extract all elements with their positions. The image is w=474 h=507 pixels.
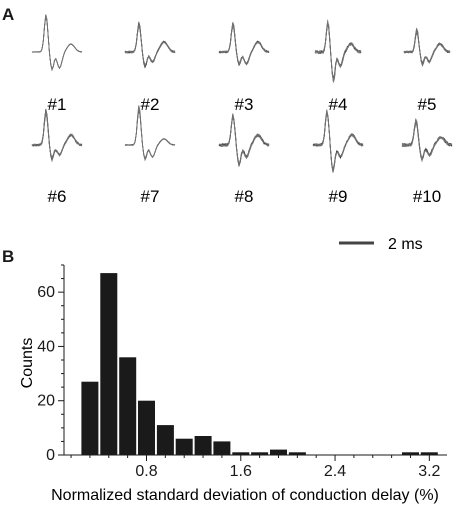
- y-tick-label: 40: [37, 338, 55, 355]
- waveform-labels: #1 #2 #3 #4 #5 #6 #7 #8 #9 #10: [48, 95, 442, 206]
- waveform-trace: [31, 15, 83, 71]
- waveform-trace: [218, 114, 270, 167]
- histogram-bar: [138, 400, 155, 455]
- waveform-trace: [401, 120, 453, 161]
- waveform-trace: [312, 110, 364, 173]
- waveform-label-10: #10: [413, 187, 441, 206]
- histogram-bar: [213, 441, 231, 455]
- waveform-trace: [312, 110, 364, 173]
- waveform-trace: [314, 22, 362, 82]
- histogram-bar: [100, 273, 118, 455]
- histogram-bar: [420, 452, 438, 455]
- waveform-trace: [218, 22, 270, 66]
- y-axis-label: Counts: [19, 338, 36, 389]
- waveform-trace: [218, 116, 270, 168]
- waveform-trace: [124, 105, 176, 162]
- waveform-label-4: #4: [329, 95, 348, 114]
- waveform-trace: [124, 25, 176, 66]
- waveform-label-9: #9: [329, 187, 348, 206]
- histogram-bar: [251, 452, 269, 455]
- waveform-trace: [124, 109, 176, 160]
- waveform-trace: [31, 108, 83, 163]
- waveform-trace: [403, 27, 451, 67]
- waveform-trace: [312, 111, 364, 172]
- waveform-trace: [312, 110, 364, 171]
- waveform-trace: [401, 123, 453, 160]
- y-tick-label: 60: [37, 284, 55, 301]
- waveform-trace: [218, 22, 270, 65]
- histogram-bar: [119, 357, 137, 455]
- waveform-panel: [31, 14, 453, 173]
- waveform-label-8: #8: [235, 187, 254, 206]
- y-tick-label: 0: [46, 447, 55, 464]
- panel-b-label: B: [2, 247, 14, 266]
- waveform-trace: [312, 109, 364, 173]
- waveform-label-2: #2: [141, 95, 160, 114]
- waveform-trace: [218, 116, 270, 165]
- waveform-trace: [312, 114, 364, 171]
- waveform-trace: [125, 109, 176, 160]
- waveform-trace: [312, 112, 364, 172]
- waveform-trace: [124, 22, 176, 67]
- y-tick-label: 20: [37, 393, 55, 410]
- histogram-bar: [402, 452, 419, 455]
- histogram-bar: [81, 381, 99, 455]
- histogram-chart: 0 20 40 60 0.8 1.6 2.4 3.2: [37, 264, 447, 480]
- waveform-trace: [314, 23, 362, 80]
- histogram-bar: [232, 452, 250, 455]
- waveform-trace: [124, 109, 176, 161]
- histogram-bar: [194, 436, 212, 455]
- x-tick-label: 0.8: [135, 463, 157, 480]
- x-tick-label: 3.2: [418, 463, 440, 480]
- waveform-trace: [124, 109, 175, 159]
- histogram-bar: [270, 449, 287, 455]
- x-tick-label: 2.4: [324, 463, 346, 480]
- waveform-label-7: #7: [141, 187, 160, 206]
- waveform-label-3: #3: [235, 95, 254, 114]
- histogram-bar: [175, 438, 193, 455]
- scale-bar: 2 ms: [339, 236, 423, 253]
- waveform-label-6: #6: [48, 187, 67, 206]
- scale-bar-label: 2 ms: [388, 236, 423, 253]
- x-axis-label: Normalized standard deviation of conduct…: [51, 487, 439, 504]
- waveform-trace: [312, 111, 364, 171]
- waveform-trace: [31, 111, 83, 160]
- x-tick-label: 1.6: [230, 463, 252, 480]
- waveform-trace: [312, 112, 364, 170]
- waveform-label-1: #1: [48, 95, 67, 114]
- panel-a-label: A: [2, 5, 14, 24]
- histogram-bar: [288, 452, 306, 455]
- histogram-bar: [156, 425, 174, 455]
- waveform-label-5: #5: [418, 95, 437, 114]
